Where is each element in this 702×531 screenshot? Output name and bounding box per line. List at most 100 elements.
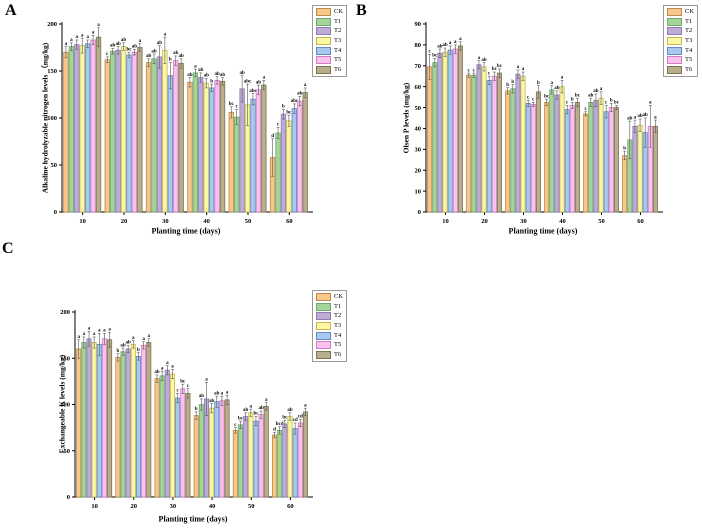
bar-T2: [437, 52, 443, 213]
legend-item-t2: T2: [316, 312, 343, 321]
x-tick-label: 60: [287, 503, 294, 510]
bar-T1: [588, 101, 594, 213]
bar-T5: [173, 60, 179, 213]
legend-swatch-ck: [667, 8, 682, 17]
legend-label: T4: [685, 46, 693, 54]
bar-T2: [632, 125, 638, 213]
bar-T2: [239, 88, 245, 213]
bar-T4: [447, 49, 453, 213]
sig-label: c: [488, 71, 491, 76]
bar-T1: [277, 429, 283, 498]
legend-label: CK: [334, 293, 344, 301]
legend-item-t1: T1: [316, 17, 343, 27]
legend-item-ck: CK: [316, 8, 343, 17]
sig-label: a: [86, 35, 89, 40]
panel-label-a: A: [5, 2, 17, 19]
x-tick-label: 10: [79, 218, 86, 225]
legend-label: T3: [334, 322, 342, 330]
x-tick-label: 60: [637, 218, 644, 225]
sig-label: a: [108, 328, 111, 333]
sig-label: b: [137, 348, 140, 353]
bar-T3: [79, 45, 85, 213]
panel-label-b: B: [356, 2, 367, 19]
bar-T4: [84, 43, 91, 213]
legend-swatch-t1: [316, 302, 331, 311]
bar-T1: [198, 404, 204, 498]
y-tick-label: 0: [67, 494, 70, 501]
bar-CK: [427, 66, 433, 213]
sig-label: ab: [146, 54, 152, 59]
x-tick-label: 40: [209, 503, 216, 510]
sig-label: ab: [588, 93, 594, 98]
bar-T2: [198, 77, 204, 213]
bar-T2: [86, 338, 92, 498]
sig-label: ab: [627, 116, 633, 121]
bar-T2: [593, 99, 599, 213]
bar-T6: [178, 63, 184, 213]
x-tick-label: 40: [203, 218, 210, 225]
legend-item-t6: T6: [316, 65, 343, 75]
bar-T3: [520, 75, 526, 213]
bar-T4: [126, 54, 132, 213]
bar-T2: [515, 73, 521, 213]
sig-label: ab: [256, 80, 262, 85]
sig-label: bc: [238, 416, 244, 421]
legend-swatch-t5: [316, 341, 331, 350]
sig-label: bc: [575, 93, 581, 98]
sig-label: c: [106, 52, 109, 57]
legend-item-t2: T2: [667, 27, 694, 36]
legend-label: T5: [334, 341, 342, 349]
bar-T1: [192, 72, 199, 213]
bar-T4: [167, 75, 173, 213]
bar-T4: [292, 428, 298, 498]
legend-item-t3: T3: [316, 322, 343, 331]
bar-T4: [486, 80, 492, 213]
legend-item-ck: CK: [316, 293, 343, 302]
bar-T6: [224, 399, 230, 498]
legend-label: T1: [685, 17, 693, 25]
sig-label: b: [610, 99, 613, 104]
legend-item-t6: T6: [316, 350, 343, 360]
sig-label: ab: [126, 341, 132, 346]
y-tick-label: 40: [415, 126, 422, 133]
bar-T5: [608, 107, 614, 213]
legend-label: CK: [334, 8, 344, 16]
sig-label: c: [605, 101, 608, 106]
legend-item-t5: T5: [316, 341, 343, 350]
sig-label: a: [142, 337, 145, 342]
sig-label: bc: [229, 102, 235, 107]
sig-label: ab: [132, 45, 138, 50]
legend-item-t2: T2: [316, 27, 343, 36]
sig-label: c: [566, 101, 569, 106]
sig-label: b: [210, 79, 213, 84]
bar-T3: [287, 416, 293, 498]
legend-item-t3: T3: [667, 37, 694, 46]
sig-label: a: [81, 33, 84, 38]
legend-item-t6: T6: [667, 65, 694, 75]
bar-T6: [613, 107, 619, 213]
bar-CK: [63, 51, 69, 213]
legend-swatch-ck: [316, 293, 331, 302]
sig-label: b: [511, 80, 514, 85]
bar-T1: [275, 132, 281, 213]
legend-label: T6: [685, 65, 693, 73]
bar-T2: [115, 49, 121, 213]
legend-label: T6: [334, 65, 342, 73]
sig-label: a: [561, 76, 564, 81]
sig-label: a: [76, 35, 79, 40]
bar-T1: [151, 58, 157, 213]
y-tick-label: 70: [415, 63, 422, 70]
sig-label: b: [116, 349, 119, 354]
bar-T3: [442, 51, 448, 213]
bar-T3: [130, 343, 136, 498]
bar-T4: [603, 111, 609, 213]
sig-label: b: [571, 98, 574, 103]
bar-CK: [232, 429, 238, 498]
sig-label: ab: [120, 343, 126, 348]
bar-T6: [535, 91, 541, 213]
legend-swatch-t6: [667, 65, 682, 74]
sig-label: a: [522, 67, 525, 72]
sig-label: d: [271, 134, 274, 139]
bar-T4: [291, 108, 297, 213]
